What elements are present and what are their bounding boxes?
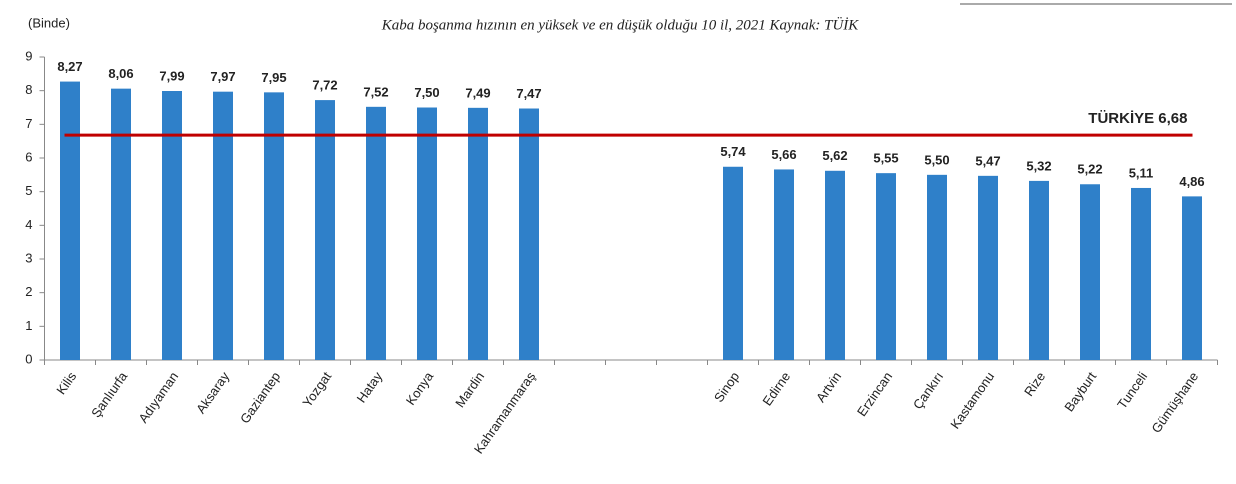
- value-label: 5,50: [924, 152, 949, 167]
- bar: [213, 91, 233, 360]
- value-label: 5,11: [1129, 165, 1154, 180]
- x-tick-label: Konya: [403, 368, 437, 407]
- x-tick-label: Gaziantep: [237, 369, 283, 426]
- bar: [1131, 187, 1151, 360]
- x-tick-label: Adıyaman: [135, 369, 181, 426]
- bar: [825, 170, 845, 360]
- value-label: 7,95: [261, 70, 286, 85]
- value-label: 4,86: [1179, 174, 1204, 189]
- x-tick-label: Şanlıurfa: [88, 368, 131, 420]
- x-tick-label: Yozgat: [299, 369, 334, 410]
- value-label: 5,32: [1026, 158, 1051, 173]
- value-label: 7,72: [312, 78, 337, 93]
- y-tick-label: 4: [25, 217, 32, 232]
- x-tick-label: Edirne: [759, 369, 793, 408]
- bar: [315, 100, 335, 361]
- bar: [978, 175, 998, 360]
- bar: [264, 92, 284, 360]
- y-tick-label: 5: [25, 183, 32, 198]
- y-tick-label: 1: [25, 318, 32, 333]
- value-label: 5,47: [975, 153, 1000, 168]
- bar: [1029, 180, 1049, 360]
- reference-label: TÜRKİYE 6,68: [1088, 110, 1187, 127]
- value-label: 7,52: [363, 84, 388, 99]
- bar: [876, 173, 896, 360]
- value-label: 7,47: [516, 86, 541, 101]
- y-tick-label: 0: [25, 351, 32, 366]
- x-tick-label: Artvin: [813, 369, 844, 405]
- value-label: 8,06: [108, 66, 133, 81]
- x-tick-label: Hatay: [354, 369, 386, 406]
- y-tick-label: 3: [25, 250, 32, 265]
- bar: [927, 174, 947, 360]
- y-tick-label: 9: [25, 48, 32, 63]
- bar: [519, 108, 539, 360]
- bar: [774, 169, 794, 360]
- bar: [366, 106, 386, 361]
- y-tick-label: 8: [25, 82, 32, 97]
- y-tick-label: 6: [25, 149, 32, 164]
- x-tick-label: Kilis: [53, 369, 79, 398]
- value-label: 7,99: [159, 68, 184, 83]
- value-label: 8,27: [57, 59, 82, 74]
- x-tick-label: Sinop: [711, 369, 742, 405]
- y-axis-label: (Binde): [28, 15, 70, 30]
- value-label: 7,97: [210, 69, 235, 84]
- value-label: 5,74: [720, 144, 746, 159]
- bar: [417, 107, 437, 360]
- x-tick-label: Tunceli: [1114, 369, 1150, 412]
- x-tick-label: Çankırı: [910, 369, 946, 412]
- bar: [1182, 196, 1202, 360]
- bar: [1080, 184, 1100, 360]
- x-tick-label: Aksaray: [193, 369, 233, 416]
- value-label: 7,50: [414, 85, 439, 100]
- x-tick-label: Gümüşhane: [1148, 369, 1201, 436]
- bar: [111, 88, 131, 360]
- x-tick-label: Rize: [1021, 369, 1048, 399]
- chart-title: Kaba boşanma hızının en yüksek ve en düş…: [381, 16, 860, 33]
- bar: [60, 81, 80, 361]
- x-tick-label: Erzincan: [854, 369, 895, 419]
- y-tick-label: 2: [25, 284, 32, 299]
- bar: [468, 107, 488, 360]
- x-tick-label: Bayburt: [1061, 369, 1099, 415]
- x-tick-label: Kastamonu: [947, 369, 997, 431]
- bar: [723, 166, 743, 360]
- x-tick-label: Mardin: [452, 369, 487, 410]
- value-label: 5,62: [822, 148, 847, 163]
- y-tick-label: 7: [25, 116, 32, 131]
- value-label: 5,55: [873, 151, 898, 166]
- value-label: 5,22: [1077, 162, 1102, 177]
- value-label: 7,49: [465, 85, 490, 100]
- bar: [162, 91, 182, 361]
- value-label: 5,66: [771, 147, 796, 162]
